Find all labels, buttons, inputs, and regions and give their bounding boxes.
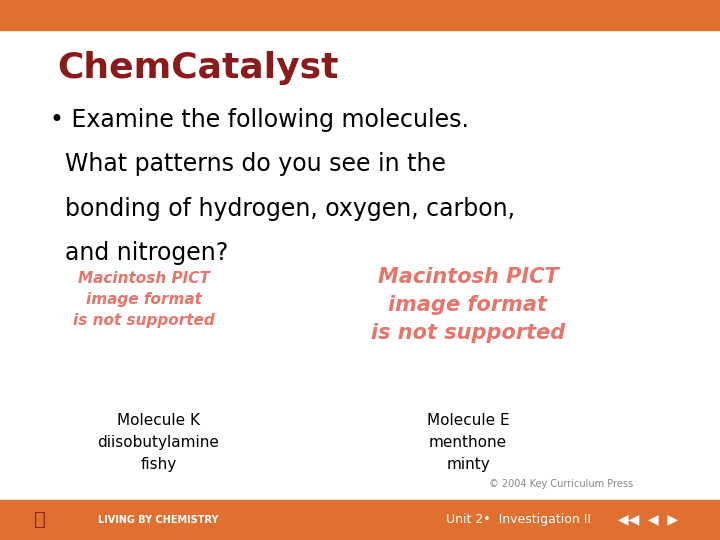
Text: Macintosh PICT
image format
is not supported: Macintosh PICT image format is not suppo… bbox=[371, 267, 565, 343]
Text: bonding of hydrogen, oxygen, carbon,: bonding of hydrogen, oxygen, carbon, bbox=[50, 197, 516, 220]
Text: Molecule K
diisobutylamine
fishy: Molecule K diisobutylamine fishy bbox=[97, 413, 220, 472]
Text: ChemCatalyst: ChemCatalyst bbox=[58, 51, 339, 85]
Text: Unit 2•  Investigation II: Unit 2• Investigation II bbox=[446, 513, 591, 526]
Bar bbox=[0, 0, 720, 30]
Text: What patterns do you see in the: What patterns do you see in the bbox=[50, 152, 446, 176]
Text: 🧑: 🧑 bbox=[34, 510, 45, 529]
Text: • Examine the following molecules.: • Examine the following molecules. bbox=[50, 108, 469, 132]
Text: Macintosh PICT
image format
is not supported: Macintosh PICT image format is not suppo… bbox=[73, 271, 215, 328]
Text: Molecule E
menthone
minty: Molecule E menthone minty bbox=[427, 413, 509, 472]
Text: © 2004 Key Curriculum Press: © 2004 Key Curriculum Press bbox=[490, 478, 634, 489]
Bar bbox=[0, 500, 720, 540]
Text: ◀◀  ◀  ▶: ◀◀ ◀ ▶ bbox=[618, 513, 678, 526]
Text: LIVING BY CHEMISTRY: LIVING BY CHEMISTRY bbox=[98, 515, 219, 525]
Text: and nitrogen?: and nitrogen? bbox=[50, 241, 229, 265]
